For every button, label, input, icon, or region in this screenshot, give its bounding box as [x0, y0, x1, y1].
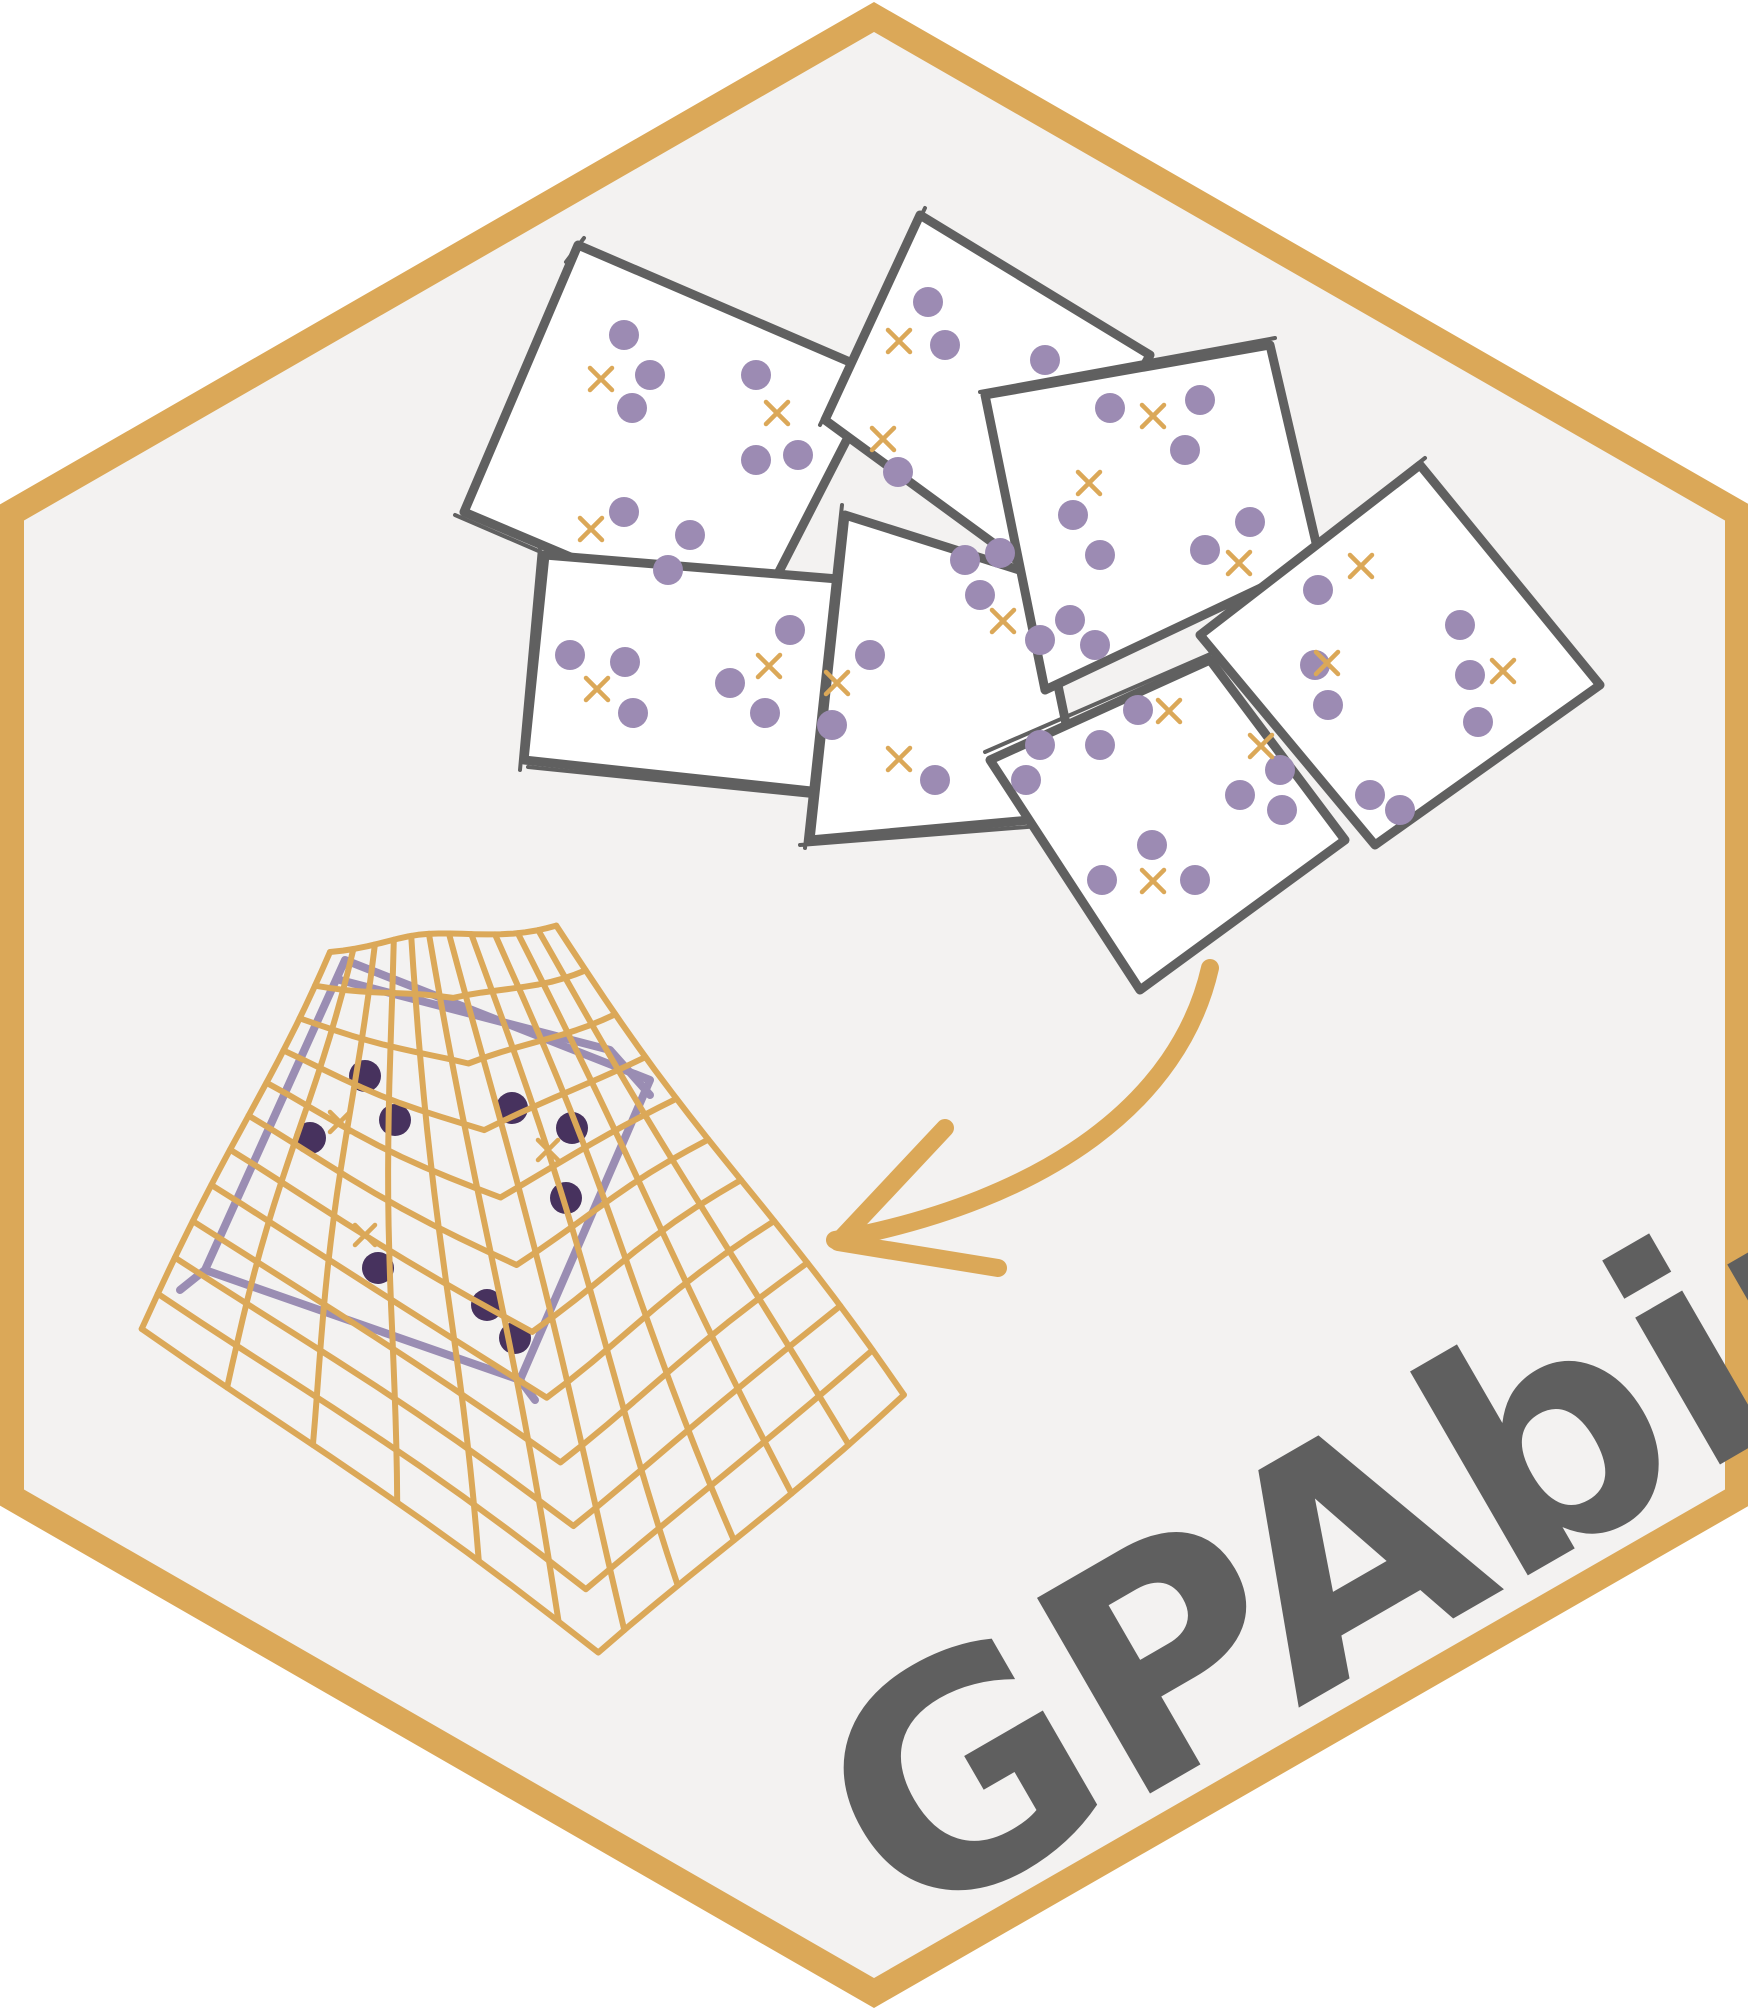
- panel-6: [1195, 456, 1605, 850]
- net-line: [385, 936, 401, 1506]
- net-line: [445, 930, 628, 1634]
- light-dots: [555, 287, 1493, 895]
- net-line: [280, 1047, 649, 1134]
- net-line: [296, 1011, 619, 1067]
- net-line: [138, 1325, 907, 1656]
- net-line: [312, 967, 589, 1001]
- net-line: [189, 1218, 811, 1466]
- net-line: [553, 922, 907, 1398]
- net-crosses: [327, 1109, 561, 1248]
- net-line: [468, 931, 681, 1589]
- net-line: [171, 1254, 844, 1529]
- panel-2: [518, 546, 855, 802]
- net-line: [327, 922, 560, 955]
- scatter-panels: [453, 206, 1605, 995]
- net-line: [154, 1290, 876, 1593]
- net-line: [408, 932, 482, 1565]
- net-line: [208, 1182, 778, 1401]
- net-line: [425, 930, 562, 1625]
- net-line: [227, 1146, 744, 1335]
- net-line: [492, 931, 737, 1544]
- cross-markers: [577, 327, 1517, 895]
- net-line: [514, 930, 795, 1497]
- net-line: [138, 949, 333, 1332]
- net-line: [309, 941, 378, 1448]
- net-line: [224, 946, 357, 1391]
- net-line: [245, 1112, 712, 1268]
- net-line: [535, 927, 852, 1448]
- gold-net-grid: [138, 922, 907, 1656]
- curved-arrow: [826, 959, 1219, 1277]
